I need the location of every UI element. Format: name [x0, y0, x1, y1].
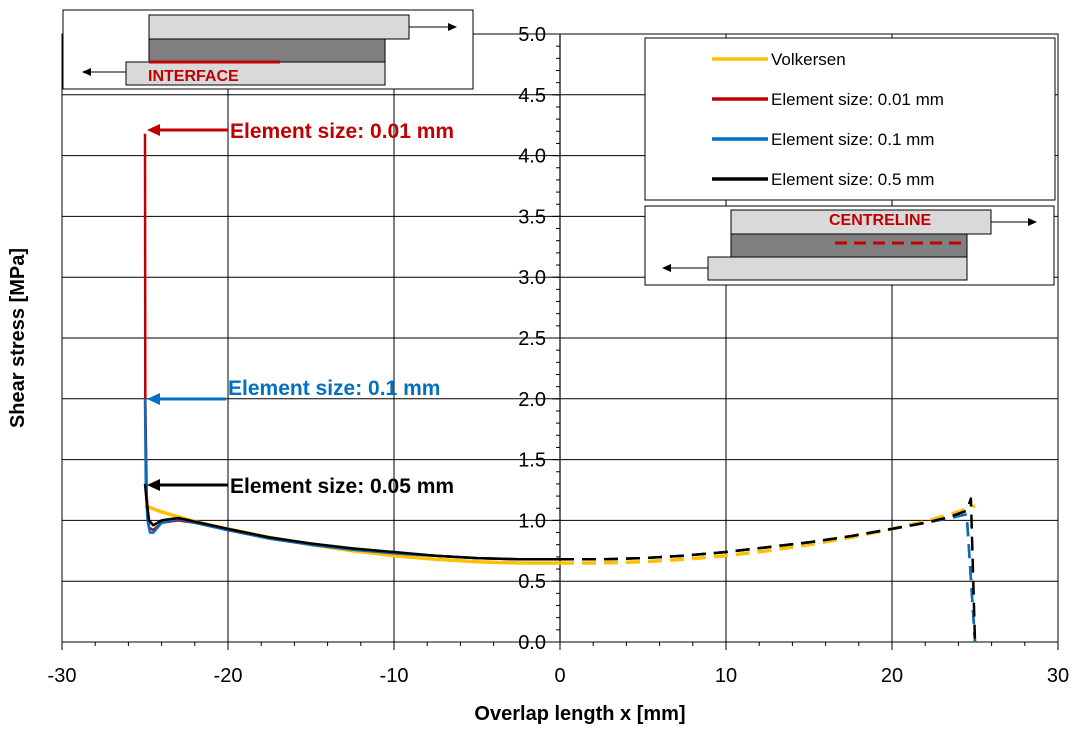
left-pull-arrow [82, 68, 126, 76]
series-line-element-size-0-5-mm-centreline [560, 497, 977, 643]
callout-label-01mm: Element size: 0.1 mm [228, 377, 440, 400]
callout-element-001mm: Element size: 0.01 mm [147, 120, 454, 143]
callout-element-01mm: Element size: 0.1 mm [147, 377, 440, 405]
x-tick-label: -10 [380, 665, 409, 687]
y-tick-label: 2.0 [518, 389, 546, 411]
adhesive-layer [148, 38, 386, 63]
top-adherend [148, 14, 410, 40]
y-tick-label: 0.5 [518, 571, 546, 593]
legend-item-volkersen: Volkersen [712, 50, 846, 69]
callout-label-001mm: Element size: 0.01 mm [230, 120, 454, 143]
legend-item-001mm: Element size: 0.01 mm [712, 90, 944, 109]
y-axis-ticks: 0.0 0.5 1.0 1.5 2.0 2.5 3.0 3.5 4.0 4.5 5.0 [518, 24, 560, 654]
y-tick-label: 4.0 [518, 146, 546, 168]
inset-label-interface: INTERFACE [148, 68, 239, 85]
series-layer [143, 133, 977, 643]
y-tick-label: 1.5 [518, 450, 546, 472]
inset-centreline-diagram: CENTRELINE [644, 205, 1055, 286]
callout-label-005mm: Element size: 0.05 mm [230, 475, 454, 498]
y-tick-label: 4.5 [518, 85, 546, 107]
legend-label-01mm: Element size: 0.1 mm [771, 130, 934, 149]
legend-item-01mm: Element size: 0.1 mm [712, 130, 934, 149]
y-tick-label: 3.5 [518, 206, 546, 228]
y-tick-label: 3.0 [518, 267, 546, 289]
y-tick-label: 2.5 [518, 328, 546, 350]
x-tick-label: -30 [48, 665, 77, 687]
x-tick-label: -20 [214, 665, 243, 687]
inset-interface-diagram: INTERFACE [62, 9, 474, 90]
x-axis-ticks: -30 -20 -10 0 10 20 30 [48, 642, 1069, 687]
right-pull-arrow [409, 23, 457, 31]
inset-label-centreline: CENTRELINE [829, 212, 932, 229]
y-tick-label: 0.0 [518, 632, 546, 654]
right-pull-arrow [991, 218, 1037, 226]
x-tick-label: 10 [715, 665, 737, 687]
x-axis-title: Overlap length x [mm] [474, 703, 685, 725]
x-tick-label: 20 [881, 665, 903, 687]
series-line-volkersen-centreline [560, 504, 976, 565]
left-pull-arrow [662, 264, 708, 272]
legend-item-05mm: Element size: 0.5 mm [712, 170, 934, 189]
legend-label-001mm: Element size: 0.01 mm [771, 90, 944, 109]
callout-element-005mm: Element size: 0.05 mm [147, 475, 454, 498]
legend: Volkersen Element size: 0.01 mm Element … [644, 37, 1056, 201]
y-tick-label: 5.0 [518, 24, 546, 46]
adhesive-layer [730, 233, 968, 258]
legend-box [644, 37, 1056, 201]
y-axis-title: Shear stress [MPa] [7, 248, 29, 428]
series-line-element-size-0-5-mm-interface [143, 483, 560, 561]
x-tick-label: 0 [554, 665, 565, 687]
top-adherend [730, 209, 992, 235]
legend-label-volkersen: Volkersen [771, 50, 846, 69]
bottom-adherend [707, 256, 968, 281]
y-tick-label: 1.0 [518, 510, 546, 532]
legend-label-05mm: Element size: 0.5 mm [771, 170, 934, 189]
x-tick-label: 30 [1047, 665, 1069, 687]
